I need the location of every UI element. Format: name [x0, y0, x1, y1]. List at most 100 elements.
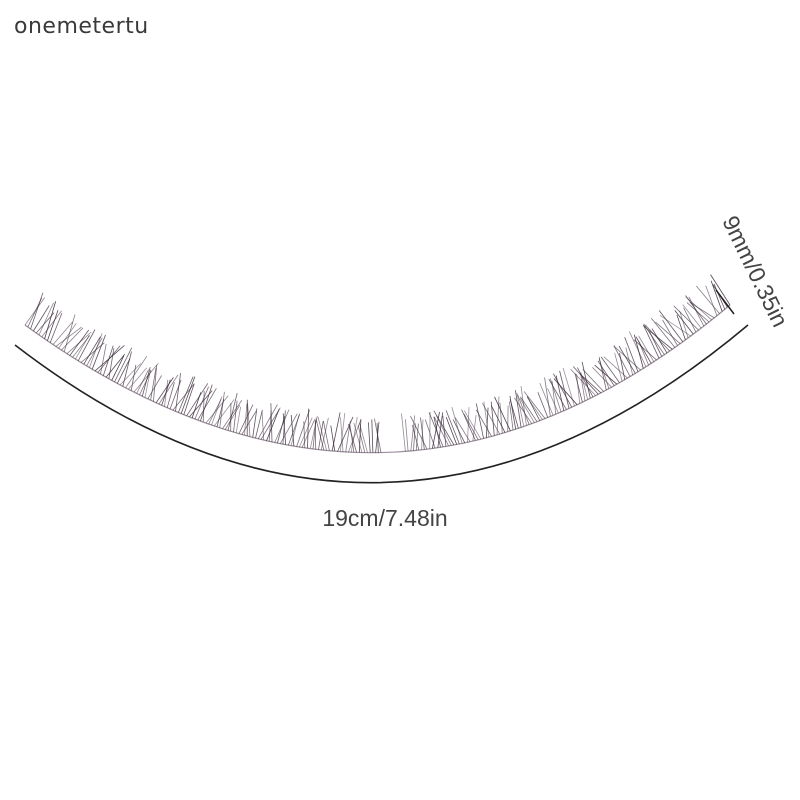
lash-fiber — [376, 423, 379, 453]
lash-fiber — [244, 403, 248, 436]
lash-fiber — [594, 364, 618, 385]
lash-fiber — [282, 413, 287, 445]
lash-fiber — [345, 421, 351, 453]
lash-fiber — [359, 422, 368, 453]
lash-fiber — [445, 410, 460, 445]
lash-fiber — [494, 396, 511, 432]
lash-fiber — [105, 353, 126, 378]
lash-fiber — [553, 373, 573, 408]
lash-fiber — [673, 305, 699, 331]
lash-fiber — [499, 402, 503, 434]
lash-fiber — [559, 370, 570, 409]
lash-fiber — [130, 364, 137, 391]
lash-fiber — [177, 376, 194, 413]
lash-fiber — [514, 397, 533, 424]
lash-fiber — [266, 408, 280, 441]
lash-fiber — [301, 419, 316, 448]
lash-fiber — [49, 312, 63, 343]
lash-fiber — [537, 392, 549, 418]
lash-fiber — [38, 302, 54, 336]
lash-fiber — [633, 339, 657, 361]
lash-fiber — [102, 345, 114, 376]
lash-fiber — [224, 404, 241, 430]
lash-fiber — [548, 378, 567, 410]
lash-fiber — [24, 297, 46, 326]
lash-fiber — [116, 358, 131, 384]
lash-fiber — [219, 391, 225, 428]
lash-fiber — [454, 417, 471, 442]
lash-fiber — [437, 412, 444, 448]
lash-fiber — [685, 295, 707, 325]
lash-fiber — [618, 345, 636, 374]
lash-fiber — [452, 419, 466, 444]
lash-fiber — [683, 307, 697, 333]
lash-fiber — [52, 321, 73, 345]
lash-fiber — [436, 415, 452, 446]
lash-fiber — [600, 356, 620, 383]
lash-fiber — [77, 329, 96, 361]
lash-fiber — [91, 334, 106, 370]
lash-fiber — [526, 397, 543, 420]
lash-fiber — [349, 424, 355, 453]
lash-fiber — [75, 335, 90, 360]
lash-fiber — [523, 391, 546, 419]
lash-fiber — [682, 304, 702, 329]
lash-fiber — [340, 417, 344, 452]
lash-fiber — [553, 378, 578, 406]
lash-fiber — [582, 369, 604, 392]
lash-fiber — [119, 363, 141, 386]
lash-fiber — [650, 318, 676, 348]
lash-fiber — [153, 365, 158, 402]
lash-fiber — [261, 411, 265, 441]
eyelash-strip — [24, 274, 731, 454]
lash-fiber — [643, 324, 660, 359]
lash-fiber — [461, 409, 476, 441]
lash-fiber — [89, 333, 103, 368]
lash-fiber — [496, 396, 500, 435]
lash-fiber — [331, 412, 341, 452]
lash-fiber — [350, 416, 358, 453]
lash-fiber — [517, 394, 530, 425]
lash-fiber — [257, 404, 278, 439]
lash-fiber — [69, 329, 90, 356]
lash-fiber — [111, 355, 125, 381]
lash-fiber — [451, 406, 463, 444]
lash-fiber — [689, 302, 715, 319]
lash-fiber — [574, 373, 583, 403]
lash-fiber — [47, 310, 59, 341]
lash-fiber — [357, 425, 366, 453]
lash-fiber — [598, 359, 610, 389]
lash-fiber — [547, 388, 559, 414]
lash-fiber — [268, 410, 272, 442]
lash-fiber — [662, 319, 678, 346]
lash-fiber — [539, 382, 554, 416]
lash-fiber — [428, 412, 444, 448]
lash-fiber — [191, 392, 202, 419]
lash-fiber — [108, 348, 115, 379]
lash-fiber — [713, 283, 726, 310]
lash-fiber — [580, 372, 589, 400]
brand-watermark: onemetertu — [14, 14, 149, 39]
lash-fiber — [247, 403, 251, 437]
lash-fiber — [348, 423, 357, 453]
lash-fiber — [353, 422, 363, 453]
lash-fiber — [100, 344, 107, 375]
lash-fiber — [434, 416, 449, 447]
lash-fiber — [644, 324, 670, 352]
lash-fiber — [659, 314, 691, 337]
lash-fiber — [424, 419, 436, 449]
lash-fiber — [613, 345, 631, 377]
lash-fiber — [86, 337, 103, 367]
lash-fiber — [330, 425, 336, 452]
length-label: 19cm/7.48in — [322, 505, 448, 531]
lash-fiber — [475, 403, 484, 439]
lash-fiber — [348, 419, 362, 453]
lash-fiber — [63, 314, 76, 353]
lash-fiber — [164, 379, 169, 407]
lash-fiber — [413, 423, 416, 451]
lash-fiber — [158, 374, 179, 405]
lash-fiber — [290, 415, 300, 446]
lash-fiber — [544, 377, 551, 417]
lash-fiber — [420, 417, 425, 450]
lash-fiber — [580, 373, 586, 402]
